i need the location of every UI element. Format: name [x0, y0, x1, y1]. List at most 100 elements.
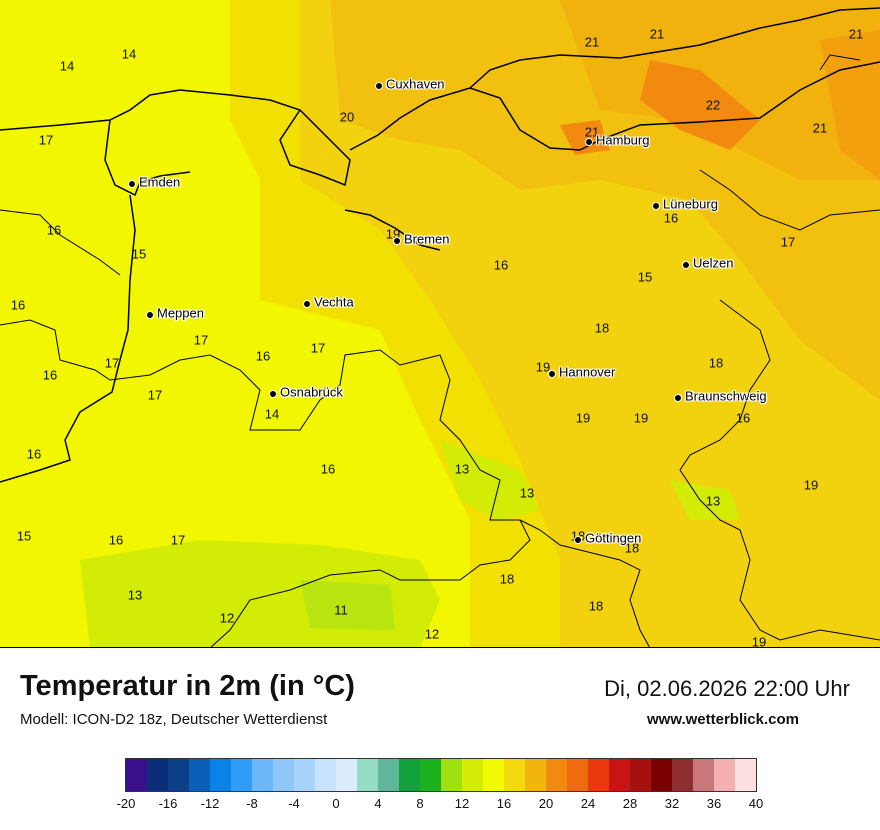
temperature-value: 16 [42, 367, 58, 383]
temperature-value: 16 [26, 446, 42, 462]
color-swatch [504, 759, 525, 791]
map-canvas [0, 0, 880, 647]
color-swatch [294, 759, 315, 791]
temperature-value: 17 [104, 355, 120, 371]
temperature-value: 15 [637, 269, 653, 285]
city-dot-icon [682, 261, 690, 269]
temperature-value: 22 [705, 97, 721, 113]
zone-cool-13-east [670, 480, 740, 520]
color-swatch [168, 759, 189, 791]
temperature-value: 14 [59, 58, 75, 74]
scale-tick-label: -16 [158, 796, 178, 811]
temperature-value: 17 [147, 387, 163, 403]
temperature-value: 19 [535, 359, 551, 375]
city-label: Emden [139, 174, 181, 190]
city-label: Göttingen [585, 530, 642, 546]
zone-cool-13 [440, 440, 540, 520]
color-swatch [378, 759, 399, 791]
temperature-value: 15 [131, 246, 147, 262]
temperature-value: 20 [339, 109, 355, 125]
temperature-value: 19 [803, 477, 819, 493]
color-swatch [651, 759, 672, 791]
color-swatch [462, 759, 483, 791]
city-dot-icon [393, 237, 401, 245]
temperature-value: 13 [519, 485, 535, 501]
temperature-value: 13 [127, 587, 143, 603]
temperature-value: 18 [499, 571, 515, 587]
temperature-value: 16 [10, 297, 26, 313]
color-swatch [126, 759, 147, 791]
color-swatch [252, 759, 273, 791]
temperature-value: 17 [193, 332, 209, 348]
temperature-value: 17 [780, 234, 796, 250]
color-scale [125, 758, 757, 792]
temperature-value: 21 [649, 26, 665, 42]
color-swatch [546, 759, 567, 791]
website-link[interactable]: www.wetterblick.com [647, 711, 799, 728]
temperature-value: 19 [751, 634, 767, 648]
temperature-value: 16 [493, 257, 509, 273]
color-swatch [693, 759, 714, 791]
city-dot-icon [574, 536, 582, 544]
temperature-value: 15 [16, 528, 32, 544]
scale-tick-label: -4 [288, 796, 300, 811]
temperature-value: 13 [705, 493, 721, 509]
color-swatch [483, 759, 504, 791]
temperature-value: 18 [708, 355, 724, 371]
scale-tick-label: 28 [622, 796, 638, 811]
temperature-value: 17 [310, 340, 326, 356]
scale-tick-label: 4 [374, 796, 382, 811]
city-label: Hamburg [596, 132, 650, 148]
color-swatch [357, 759, 378, 791]
model-info: Modell: ICON-D2 18z, Deutscher Wetterdie… [20, 711, 328, 728]
color-swatch [735, 759, 756, 791]
temperature-value: 12 [219, 610, 235, 626]
city-dot-icon [146, 311, 154, 319]
city-dot-icon [128, 180, 136, 188]
color-swatch [231, 759, 252, 791]
city-dot-icon [652, 202, 660, 210]
city-label: Osnabrück [280, 384, 343, 400]
scale-tick-label: 8 [416, 796, 424, 811]
coastlines [0, 7, 880, 483]
city-dot-icon [674, 394, 682, 402]
temperature-value: 18 [588, 598, 604, 614]
color-swatch [714, 759, 735, 791]
city-dot-icon [375, 82, 383, 90]
color-swatch [630, 759, 651, 791]
temperature-value: 21 [584, 34, 600, 50]
city-label: Lüneburg [663, 196, 718, 212]
city-dot-icon [548, 370, 556, 378]
city-label: Meppen [157, 305, 204, 321]
temperature-value: 21 [584, 124, 600, 140]
color-swatch [147, 759, 168, 791]
temperature-value: 16 [46, 222, 62, 238]
forecast-datetime: Di, 02.06.2026 22:00 Uhr [604, 676, 850, 701]
city-label: Uelzen [693, 255, 734, 271]
temperature-value: 19 [633, 410, 649, 426]
city-label: Braunschweig [685, 388, 767, 404]
temperature-value: 16 [320, 461, 336, 477]
temperature-value: 12 [424, 626, 440, 642]
temperature-value: 19 [575, 410, 591, 426]
temperature-value: 11 [334, 602, 348, 618]
temperature-value: 13 [454, 461, 470, 477]
scale-tick-label: -20 [116, 796, 136, 811]
color-swatch [273, 759, 294, 791]
color-swatch [567, 759, 588, 791]
map-title: Temperatur in 2m (in °C) [20, 670, 355, 702]
color-swatch [525, 759, 546, 791]
color-swatch [336, 759, 357, 791]
color-swatch [609, 759, 630, 791]
scale-tick-label: 12 [454, 796, 470, 811]
scale-tick-label: 0 [332, 796, 340, 811]
zone-warm-east [820, 30, 880, 180]
color-swatch [672, 759, 693, 791]
color-swatch [315, 759, 336, 791]
temperature-value: 16 [735, 410, 751, 426]
scale-tick-label: 40 [748, 796, 764, 811]
scale-tick-label: 16 [496, 796, 512, 811]
city-label: Bremen [404, 231, 450, 247]
city-dot-icon [303, 300, 311, 308]
city-dot-icon [585, 138, 593, 146]
